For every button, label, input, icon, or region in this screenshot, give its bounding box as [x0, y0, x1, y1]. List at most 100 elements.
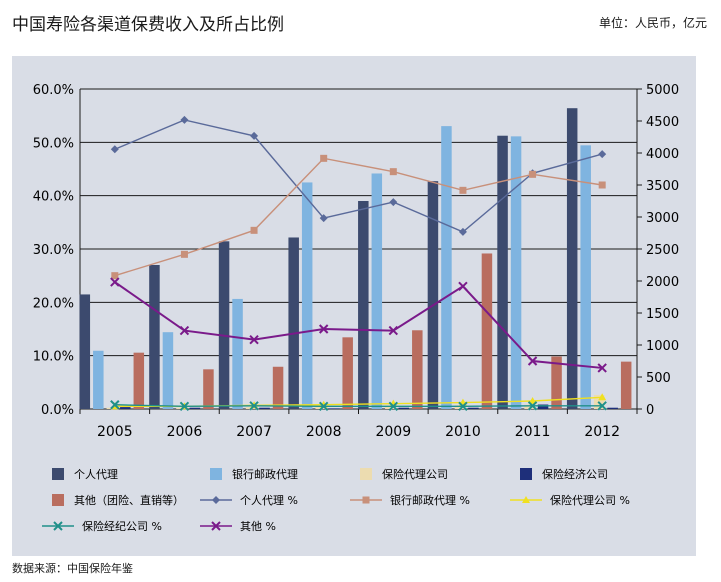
y-right-tick-label: 4000: [646, 147, 679, 162]
legend-swatch-2: [360, 468, 372, 480]
legend-marker-7: [522, 496, 530, 503]
chart-panel: 0.0% 10.0% 20.0% 30.0% 40.0% 50.0% 60.0% 0 500 10…: [12, 56, 696, 556]
point-1-2012: [598, 181, 606, 189]
bar-1-2009: [371, 173, 383, 409]
bar-4-2008: [342, 337, 353, 409]
point-4-2008: [318, 324, 329, 334]
y-right-tick-label: 3000: [646, 211, 679, 226]
point-1-2008: [320, 154, 328, 162]
bar-4-2007: [272, 366, 284, 409]
bar-2-2010: [454, 405, 466, 409]
legend-marker-8: [53, 521, 63, 531]
bar-1-2008: [301, 182, 313, 409]
x-tick-label: 2007: [236, 424, 272, 440]
line-series-0: [114, 119, 603, 233]
legend-swatch-3: [520, 468, 532, 480]
chart-svg: 0.0% 10.0% 20.0% 30.0% 40.0% 50.0% 60.0% 0 500 10…: [33, 83, 679, 533]
point-4-2009: [388, 325, 399, 336]
bar-3-2011: [537, 404, 549, 409]
y-right-tick-label: 2000: [646, 275, 679, 290]
legend-label-0: 个人代理: [74, 468, 118, 481]
point-0-2009: [389, 198, 398, 207]
bar-4-2006: [203, 369, 214, 409]
point-1-2007: [250, 226, 258, 234]
bar-3-2007: [259, 407, 270, 409]
legend-swatch-0: [52, 468, 64, 480]
legend-label-9: 其他 %: [240, 520, 276, 533]
bar-1-2012: [580, 145, 591, 409]
point-3-2007: [249, 401, 259, 411]
line-series-1: [114, 157, 603, 277]
y-left-tick-label: 20.0%: [33, 296, 74, 311]
point-1-2011: [529, 170, 537, 178]
legend-marker-9: [211, 521, 221, 531]
legend-label-5: 个人代理 %: [240, 494, 298, 507]
legend-label-1: 银行邮政代理: [232, 467, 298, 481]
bar-3-2008: [328, 408, 340, 409]
x-tick-label: 2011: [515, 424, 551, 440]
point-4-2005: [110, 277, 120, 287]
bar-0-2011: [497, 135, 508, 409]
point-2-2011: [528, 397, 537, 404]
bar-1-2007: [232, 298, 243, 409]
point-3-2011: [527, 401, 538, 411]
point-0-2007: [250, 131, 259, 140]
point-4-2012: [597, 363, 607, 373]
y-right-tick-label: 2500: [646, 243, 679, 258]
x-tick-label: 2009: [375, 424, 411, 440]
bar-1-2005: [93, 350, 104, 409]
bar-3-2005: [120, 407, 131, 409]
x-tick-label: 2010: [445, 424, 481, 440]
point-1-2009: [389, 168, 397, 176]
point-2-2012: [598, 393, 607, 401]
legend-label-6: 银行邮政代理 %: [390, 493, 470, 507]
point-3-2009: [388, 401, 399, 412]
bar-0-2007: [218, 241, 230, 409]
point-1-2010: [459, 186, 467, 194]
line-series-4: [114, 281, 603, 369]
bar-4-2009: [412, 330, 423, 409]
point-0-2005: [110, 145, 119, 154]
point-1-2006: [180, 250, 188, 258]
legend-marker-6: [362, 496, 370, 504]
bar-0-2006: [149, 265, 160, 409]
y-left-tick-label: 30.0%: [33, 243, 74, 258]
source-note: 数据来源：中国保险年鉴: [12, 562, 133, 575]
legend-swatch-4: [52, 494, 64, 506]
bar-3-2010: [468, 407, 479, 409]
legend-label-4: 其他（团险、直销等）: [74, 493, 184, 507]
legend-marker-5: [212, 496, 220, 504]
y-left-tick-label: 0.0%: [41, 403, 74, 418]
y-left-tick-label: 40.0%: [33, 190, 74, 205]
legend-label-3: 保险经济公司: [542, 467, 608, 481]
bar-0-2009: [358, 201, 369, 409]
x-tick-label: 2006: [167, 424, 203, 440]
bar-4-2011: [551, 356, 562, 409]
point-4-2010: [458, 281, 468, 292]
y-right-tick-label: 1500: [646, 307, 679, 322]
point-3-2012: [597, 401, 607, 411]
bar-4-2012: [620, 361, 632, 409]
bar-3-2012: [607, 407, 618, 409]
bar-1-2011: [510, 136, 522, 410]
point-4-2011: [527, 356, 538, 366]
unit-label: 单位：人民币，亿元: [598, 16, 707, 30]
y-right-tick-label: 5000: [646, 83, 679, 98]
bar-4-2005: [133, 352, 145, 409]
legend-label-8: 保险经纪公司 %: [82, 519, 162, 533]
bar-0-2005: [79, 294, 91, 409]
y-right-tick-label: 1000: [646, 339, 679, 354]
bar-0-2012: [566, 108, 578, 409]
legend-label-7: 保险代理公司 %: [550, 493, 630, 507]
x-tick-label: 2008: [306, 424, 342, 440]
point-0-2006: [180, 115, 189, 124]
legend-label-2: 保险代理公司: [382, 467, 448, 481]
point-0-2008: [319, 214, 328, 223]
bar-4-2010: [481, 253, 493, 409]
point-3-2008: [318, 401, 329, 412]
y-right-tick-label: 500: [646, 371, 671, 386]
point-4-2006: [179, 325, 190, 336]
bar-3-2006: [189, 407, 201, 409]
bar-3-2009: [398, 407, 410, 409]
bar-1-2006: [162, 332, 174, 409]
